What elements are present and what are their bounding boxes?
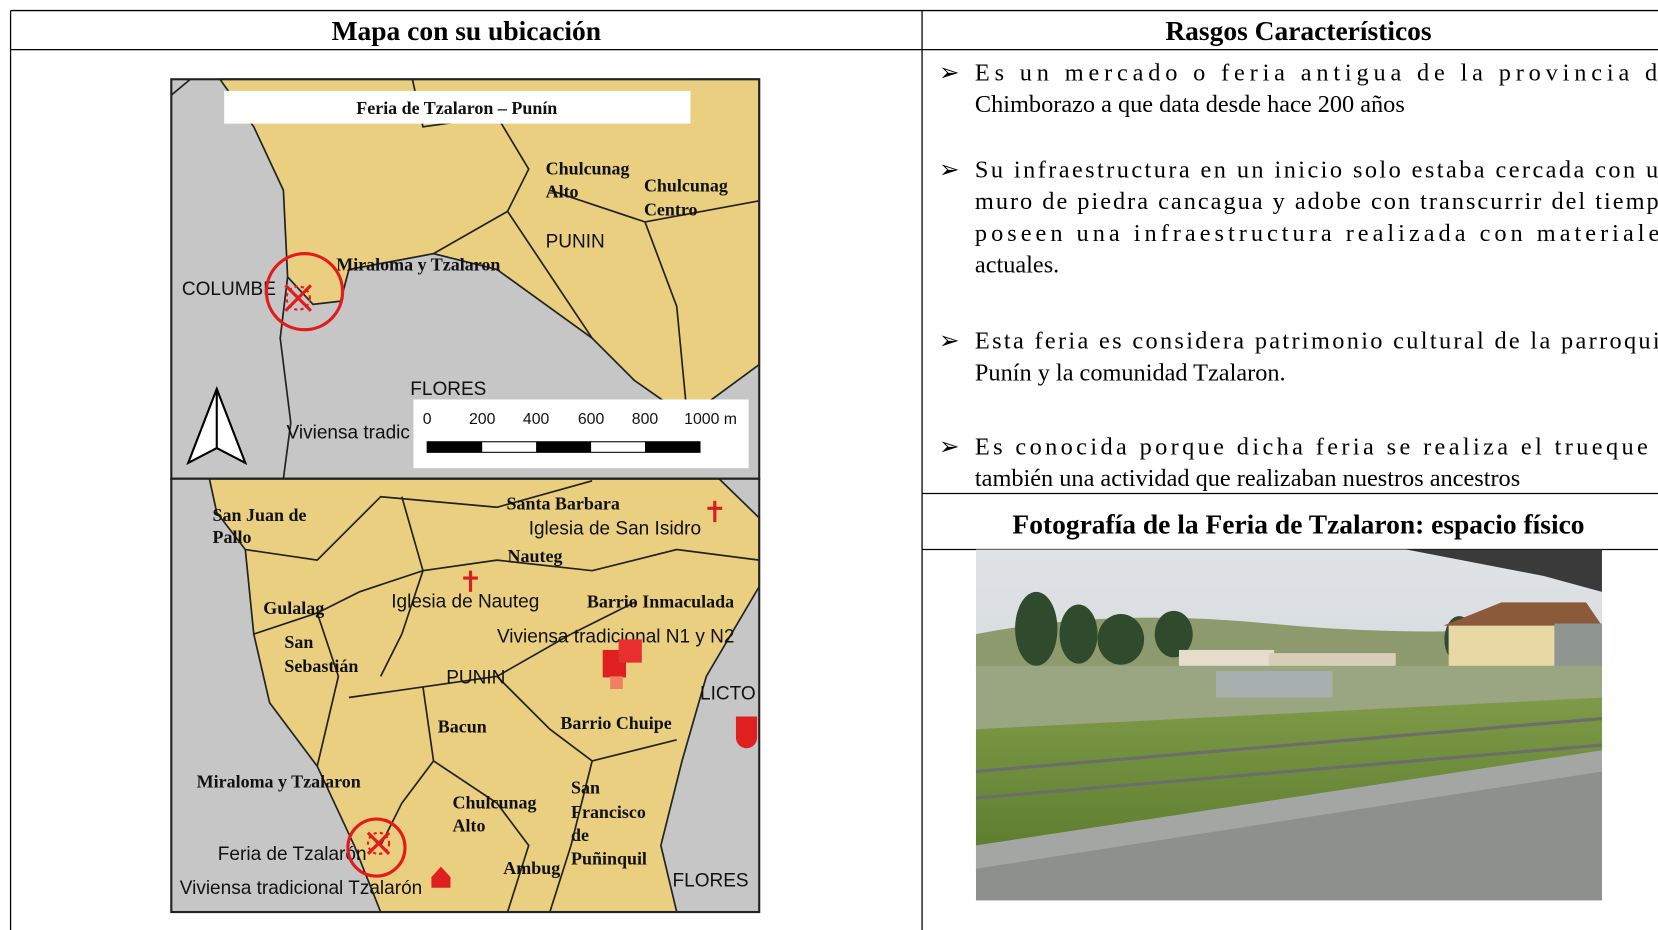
map-label: San	[284, 632, 313, 652]
map-label: Barrio Inmaculada	[587, 592, 734, 612]
map-label: Santa Barbara	[506, 493, 619, 513]
map-label: Viviensa tradicional Tzalarón	[180, 878, 422, 899]
bullet-line: Punín y la comunidad Tzalaron.	[975, 359, 1286, 386]
map-label: Iglesia de Nauteg	[391, 592, 539, 613]
map-label: Chulcunag	[453, 792, 537, 812]
map-label: COLUMBE	[182, 279, 276, 300]
scale-label: 1000 m	[684, 411, 737, 428]
map-label: Iglesia de San Isidro	[529, 519, 701, 540]
header-right: Rasgos Característicos	[1165, 16, 1432, 46]
map-label: Sebastián	[284, 656, 358, 676]
map-label: Alto	[546, 182, 579, 202]
header-left: Mapa con su ubicación	[332, 16, 601, 46]
map-label: Chulcunag	[644, 175, 728, 195]
map-label: Puñinquil	[571, 848, 647, 868]
map-label: Barrio Chuipe	[560, 713, 671, 733]
map-title: Feria de Tzalaron – Punín	[356, 98, 557, 118]
map-label: Ambug	[503, 858, 560, 878]
scale-label: 0	[423, 411, 432, 428]
scale-label: 800	[632, 411, 659, 428]
bullet-line: Esta feria es considera patrimonio cultu…	[975, 328, 1658, 355]
map-label: Bacun	[438, 716, 487, 736]
map-label: San	[571, 778, 600, 798]
bullet-line: Es conocida porque dicha feria se realiz…	[975, 433, 1658, 460]
map-top: Feria de Tzalaron – Punín Chulcunag Alto…	[170, 78, 761, 480]
map-label: Nauteg	[508, 546, 563, 566]
bullet-arrow: ➢	[939, 157, 959, 184]
scale-label: 200	[469, 411, 496, 428]
map-label: Viviensa tradicional N1 y N2	[497, 627, 735, 648]
map-label: Miraloma y Tzalaron	[197, 771, 361, 791]
bullet-arrow: ➢	[939, 59, 959, 86]
features: ➢ Es un mercado o feria antigua de la pr…	[939, 59, 1658, 539]
bullet-line: muro de piedra cancagua y adobe con tran…	[975, 188, 1658, 215]
bullet-arrow: ➢	[939, 433, 959, 460]
map-label: Viviensa tradic	[287, 423, 410, 444]
bullet-line: poseen una infraestructura realizada con…	[975, 220, 1658, 247]
map-label: de	[571, 825, 589, 845]
map-label: PUNIN	[446, 668, 505, 689]
scale-label: 600	[578, 411, 605, 428]
map-label: Chulcunag	[546, 158, 630, 178]
map-label: Centro	[644, 200, 698, 220]
photo-header: Fotografía de la Feria de Tzalaron: espa…	[1012, 510, 1584, 540]
map-label: Alto	[453, 816, 486, 836]
map-label: PUNIN	[546, 231, 605, 252]
bullet-line: Chimborazo a que data desde hace 200 año…	[975, 91, 1405, 118]
map-label: FLORES	[410, 379, 486, 400]
photo	[975, 549, 1603, 901]
map-label: San Juan de	[213, 505, 307, 525]
bullet-line: actuales.	[975, 252, 1059, 279]
map-label: Feria de Tzalarón	[218, 844, 367, 865]
map-label: Miraloma y Tzalaron	[336, 255, 500, 275]
map-label: Francisco	[571, 802, 646, 822]
map-label: Gulalag	[263, 598, 324, 618]
scale-label: 400	[523, 411, 550, 428]
map-bottom: San Juan de Pallo Santa Barbara Iglesia …	[170, 477, 761, 914]
map-label: Pallo	[213, 527, 252, 547]
bullet-line: Su infraestructura en un inicio solo est…	[975, 157, 1658, 184]
map-label: FLORES	[673, 871, 749, 892]
bullet-line: Es un mercado o feria antigua de la prov…	[975, 59, 1658, 86]
bullet-arrow: ➢	[939, 328, 959, 355]
map-label: LICTO	[700, 684, 756, 705]
bullet-line: también una actividad que realizaban nue…	[975, 465, 1520, 492]
